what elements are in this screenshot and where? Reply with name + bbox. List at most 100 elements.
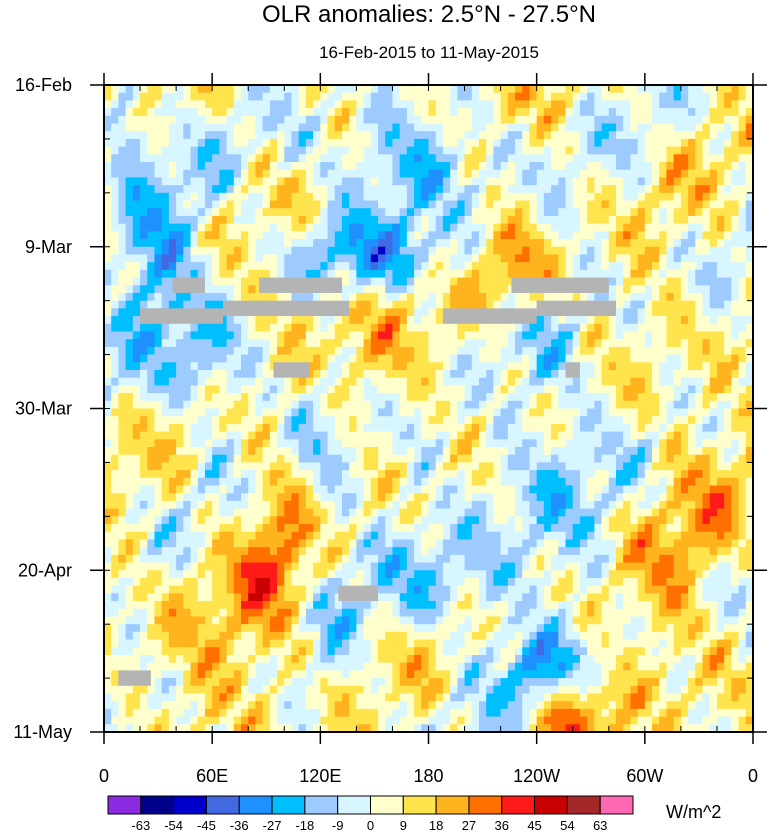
heatmap-cell [579,423,588,433]
heatmap-cell [709,200,718,209]
heatmap-cell [421,346,430,356]
heatmap-cell [644,439,653,448]
heatmap-cell [147,269,156,279]
heatmap-cell [204,454,213,464]
heatmap-cell [385,316,394,325]
heatmap-cell [334,323,343,333]
heatmap-cell [406,285,415,294]
heatmap-cell [414,470,422,479]
heatmap-cell [536,439,545,448]
heatmap-cell [522,323,531,333]
heatmap-cell [226,169,235,179]
heatmap-cell [197,192,206,202]
heatmap-cell [659,254,668,263]
heatmap-cell [543,215,552,225]
heatmap-cell [478,223,487,232]
heatmap-cell [118,231,127,240]
heatmap-cell [652,362,660,371]
heatmap-cell [291,339,300,348]
heatmap-cell [421,316,430,325]
heatmap-cell [731,500,740,510]
heatmap-cell [536,223,545,232]
heatmap-cell [363,85,372,94]
heatmap-cell [637,146,646,155]
heatmap-cell [262,185,271,194]
heatmap-cell [673,254,682,263]
heatmap-cell [565,331,574,340]
heatmap-cell [572,192,581,202]
heatmap-cell [341,239,350,248]
heatmap-cell [680,362,689,371]
heatmap-cell [500,285,509,294]
heatmap-cell [277,439,285,448]
heatmap-cell [435,369,444,379]
heatmap-cell [673,162,682,171]
heatmap-cell [522,92,531,101]
heatmap-cell [536,192,545,202]
heatmap-cell [161,185,170,194]
heatmap-cell [385,362,394,371]
heatmap-cell [212,269,220,279]
heatmap-cell [666,331,675,340]
heatmap-cell [197,169,206,179]
heatmap-cell [644,138,653,148]
heatmap-cell [608,416,617,425]
heatmap-cell [197,154,206,163]
heatmap-cell [320,162,329,171]
heatmap-cell [666,92,675,101]
heatmap-cell [305,316,314,325]
heatmap-cell [442,269,451,279]
heatmap-cell [522,262,531,271]
heatmap-cell [399,177,408,186]
heatmap-cell [745,231,753,240]
heatmap-cell [204,108,213,117]
heatmap-cell [529,215,538,225]
heatmap-cell [385,431,394,440]
heatmap-cell [269,131,278,140]
heatmap-cell [219,254,228,263]
heatmap-cell [111,115,120,125]
heatmap-cell [464,331,473,340]
heatmap-cell [269,454,278,464]
heatmap-cell [104,508,112,517]
heatmap-cell [197,393,206,402]
heatmap-cell [277,500,285,510]
heatmap-cell [688,339,696,348]
heatmap-cell [262,200,271,209]
heatmap-cell [349,454,357,464]
heatmap-cell [623,239,632,248]
heatmap-cell [262,115,271,125]
heatmap-cell [385,354,394,363]
heatmap-cell [125,354,134,363]
heatmap-cell [695,500,704,510]
heatmap-cell [421,269,430,279]
heatmap-cell [385,223,394,232]
heatmap-cell [197,400,206,410]
heatmap-cell [111,408,120,417]
heatmap-cell [608,462,617,471]
heatmap-cell [608,231,617,240]
heatmap-cell [399,115,408,125]
heatmap-cell [738,493,747,502]
heatmap-cell [486,477,494,487]
heatmap-cell [644,92,653,101]
heatmap-cell [522,377,531,386]
heatmap-cell [724,185,732,194]
heatmap-cell [486,92,494,101]
heatmap-cell [132,431,141,440]
heatmap-cell [327,339,336,348]
heatmap-cell [637,423,646,433]
heatmap-cell [543,169,552,179]
heatmap-cell [327,239,336,248]
heatmap-cell [500,393,509,402]
heatmap-cell [161,508,170,517]
heatmap-cell [147,439,156,448]
heatmap-cell [226,423,235,433]
heatmap-cell [695,369,704,379]
heatmap-cell [176,123,184,132]
heatmap-cell [392,346,401,356]
heatmap-cell [176,477,184,487]
heatmap-cell [738,292,747,302]
heatmap-cell [565,223,574,232]
heatmap-cell [226,223,235,232]
